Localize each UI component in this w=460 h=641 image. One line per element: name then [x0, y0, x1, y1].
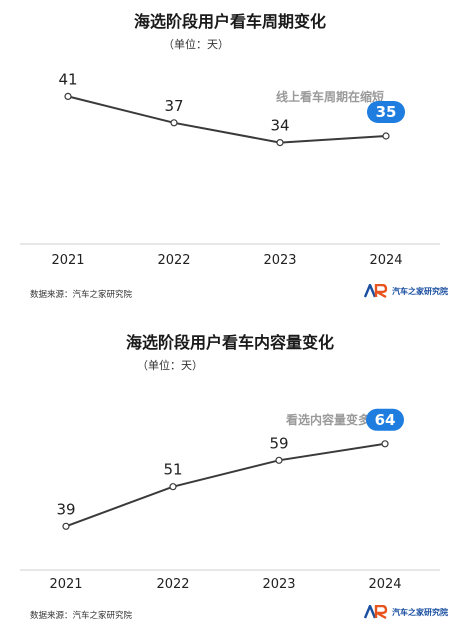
data-label: 34 [270, 117, 289, 135]
series-line [67, 95, 387, 144]
line-chart: 39 51 59 64 2021 2022 2023 2024 [20, 408, 440, 592]
data-label: 59 [269, 434, 288, 452]
autohome-logo-icon [364, 605, 388, 619]
data-point [276, 139, 284, 147]
unit-note: （单位：天） [137, 359, 203, 372]
autohome-logo-icon [364, 284, 388, 298]
data-point [275, 456, 283, 464]
chart-title: 海选阶段用户看车内容量变化 [125, 333, 334, 352]
logo-text: 汽车之家研究院 [392, 607, 448, 617]
x-tick-label: 2023 [263, 253, 296, 268]
chart-panel-1: 海选阶段用户看车周期变化 （单位：天） 线上看车周期在缩短 41 37 34 35 20… [0, 0, 460, 320]
x-tick-label: 2024 [368, 577, 401, 592]
data-label: 64 [375, 411, 396, 429]
data-point [381, 440, 389, 448]
chart-annotation: 看选内容量变多 [286, 413, 371, 427]
chart-annotation: 线上看车周期在缩短 [276, 90, 385, 104]
chart-panel-2: 海选阶段用户看车内容量变化 （单位：天） 看选内容量变多 39 51 59 64 202… [0, 321, 460, 641]
chart-title: 海选阶段用户看车周期变化 [133, 12, 326, 31]
data-point [170, 119, 178, 127]
line-chart: 41 37 34 35 2021 2022 2023 2024 [20, 70, 440, 268]
x-tick-label: 2023 [262, 577, 295, 592]
highlight-badge [366, 408, 404, 431]
logo: 汽车之家研究院 [364, 284, 448, 298]
x-tick-label: 2024 [369, 253, 402, 268]
x-tick-label: 2022 [156, 577, 189, 592]
series-line [65, 442, 386, 528]
logo: 汽车之家研究院 [364, 605, 448, 619]
unit-note: （单位：天） [163, 38, 229, 51]
x-tick-label: 2021 [51, 253, 84, 268]
data-label: 37 [164, 97, 183, 115]
highlight-badge [367, 101, 405, 123]
source-note: 数据来源：汽车之家研究院 [30, 290, 133, 300]
data-label: 51 [163, 461, 182, 479]
logo-text: 汽车之家研究院 [392, 286, 448, 296]
x-tick-label: 2022 [157, 253, 190, 268]
data-label: 35 [376, 103, 397, 121]
source-note: 数据来源：汽车之家研究院 [30, 611, 133, 621]
data-point [64, 92, 72, 101]
data-point [382, 132, 390, 140]
data-label: 39 [56, 500, 75, 518]
data-point [169, 483, 177, 491]
x-tick-label: 2021 [49, 577, 82, 592]
data-label: 41 [58, 70, 77, 88]
data-point [62, 522, 70, 530]
